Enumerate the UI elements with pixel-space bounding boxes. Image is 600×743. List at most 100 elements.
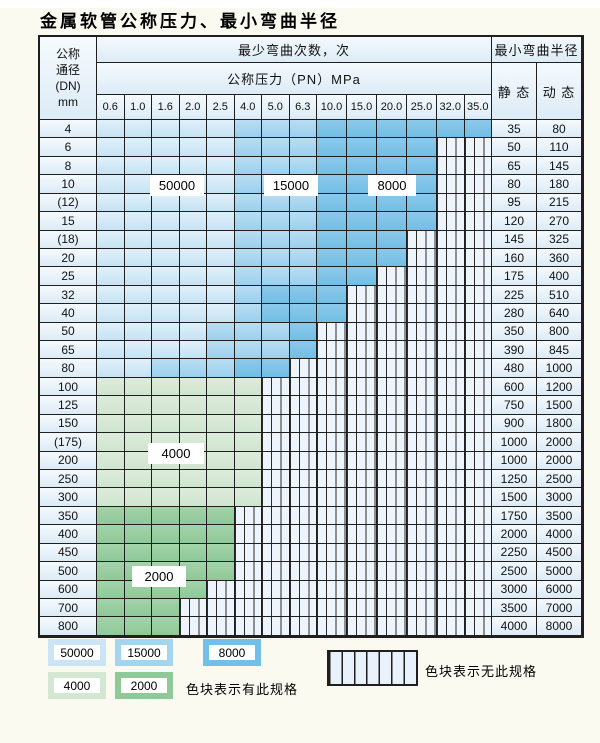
spec-cell (179, 304, 207, 323)
pn-header: 公称压力（PN）MPa (97, 63, 492, 95)
no-spec-cell (464, 562, 492, 581)
pn-column-header: 2.0 (179, 95, 207, 120)
no-spec-cell (464, 414, 492, 434)
no-spec-cell (464, 580, 492, 599)
dn-cell: 500 (40, 562, 97, 581)
spec-cell (152, 396, 180, 415)
static-radius-cell: 175 (492, 267, 537, 286)
spec-cell (234, 341, 262, 360)
spec-cell (97, 359, 125, 378)
dn-cell: 50 (40, 322, 97, 342)
static-radius-cell: 350 (492, 322, 537, 342)
dn-header-line: (DN) (55, 79, 81, 93)
pn-column-header: 1.0 (124, 95, 152, 120)
spec-cell (207, 230, 235, 249)
spec-cell (347, 212, 377, 231)
pn-column-header: 1.6 (152, 95, 180, 120)
dynamic-radius-cell: 8000 (537, 617, 582, 636)
spec-cell (152, 248, 180, 268)
no-spec-cell (377, 377, 407, 397)
spec-cell (207, 562, 235, 581)
spec-cell (124, 506, 152, 526)
no-spec-cell (437, 543, 465, 563)
dn-header-line: 通径 (55, 62, 80, 77)
dn-cell: 40 (40, 304, 97, 323)
static-radius-cell: 1000 (492, 451, 537, 471)
no-spec-cell (347, 525, 377, 544)
no-spec-cell (407, 598, 437, 618)
pn-column-header: 32.0 (437, 95, 465, 120)
dynamic-radius-cell: 4000 (537, 525, 582, 544)
spec-cell (347, 138, 377, 157)
no-spec-cell (347, 470, 377, 489)
dynamic-radius-cell: 640 (537, 304, 582, 323)
spec-cell (262, 341, 290, 360)
spec-cell (407, 156, 437, 176)
static-radius-cell: 480 (492, 359, 537, 378)
no-spec-cell (317, 525, 347, 544)
spec-cell (124, 248, 152, 268)
no-spec-cell (207, 617, 235, 636)
spec-cell (152, 267, 180, 286)
spec-cell (289, 212, 317, 231)
no-spec-cell (289, 598, 317, 618)
spec-cell (234, 451, 262, 471)
static-radius-cell: 1750 (492, 506, 537, 526)
spec-cell (152, 488, 180, 507)
spec-cell (179, 580, 207, 599)
no-spec-cell (317, 580, 347, 599)
spec-cell (97, 248, 125, 268)
dynamic-radius-cell: 180 (537, 175, 582, 194)
no-spec-cell (317, 451, 347, 471)
spec-cell (234, 193, 262, 213)
spec-cell (179, 248, 207, 268)
dynamic-radius-cell: 400 (537, 267, 582, 286)
spec-cell (97, 580, 125, 599)
static-radius-cell: 145 (492, 230, 537, 249)
no-spec-cell (347, 451, 377, 471)
dynamic-radius-cell: 5000 (537, 562, 582, 581)
static-radius-cell: 2000 (492, 525, 537, 544)
no-spec-cell (262, 451, 290, 471)
pn-column-header: 20.0 (377, 95, 407, 120)
dn-cell: 150 (40, 414, 97, 434)
spec-cell (317, 120, 347, 139)
static-radius-cell: 600 (492, 377, 537, 397)
no-spec-cell (437, 396, 465, 415)
no-spec-cell (437, 580, 465, 599)
no-spec-cell (289, 525, 317, 544)
no-spec-cell (207, 598, 235, 618)
spec-cell (179, 396, 207, 415)
spec-cell (262, 138, 290, 157)
no-spec-cell (347, 359, 377, 378)
static-radius-cell: 3500 (492, 598, 537, 618)
dynamic-radius-cell: 2500 (537, 470, 582, 489)
no-spec-cell (407, 285, 437, 305)
spec-cell (377, 138, 407, 157)
dynamic-radius-cell: 80 (537, 120, 582, 139)
spec-cell (234, 488, 262, 507)
spec-cell (124, 377, 152, 397)
spec-cell (179, 414, 207, 434)
spec-cell (97, 488, 125, 507)
spec-cell (152, 212, 180, 231)
spec-cell (97, 414, 125, 434)
no-spec-cell (437, 525, 465, 544)
spec-cell (289, 193, 317, 213)
no-spec-cell (289, 396, 317, 415)
spec-cell (124, 470, 152, 489)
no-spec-cell (464, 248, 492, 268)
dn-header-line: 公称 (55, 46, 80, 61)
dn-cell: (12) (40, 193, 97, 213)
no-spec-cell (207, 580, 235, 599)
legend-no-spec-note: 色块表示无此规格 (425, 664, 538, 679)
spec-cell (207, 451, 235, 471)
no-spec-cell (289, 580, 317, 599)
static-radius-cell: 750 (492, 396, 537, 415)
spec-cell (347, 156, 377, 176)
dynamic-radius-cell: 3000 (537, 488, 582, 507)
no-spec-cell (377, 359, 407, 378)
no-spec-cell (347, 506, 377, 526)
spec-cell (152, 120, 180, 139)
spec-cell (377, 230, 407, 249)
